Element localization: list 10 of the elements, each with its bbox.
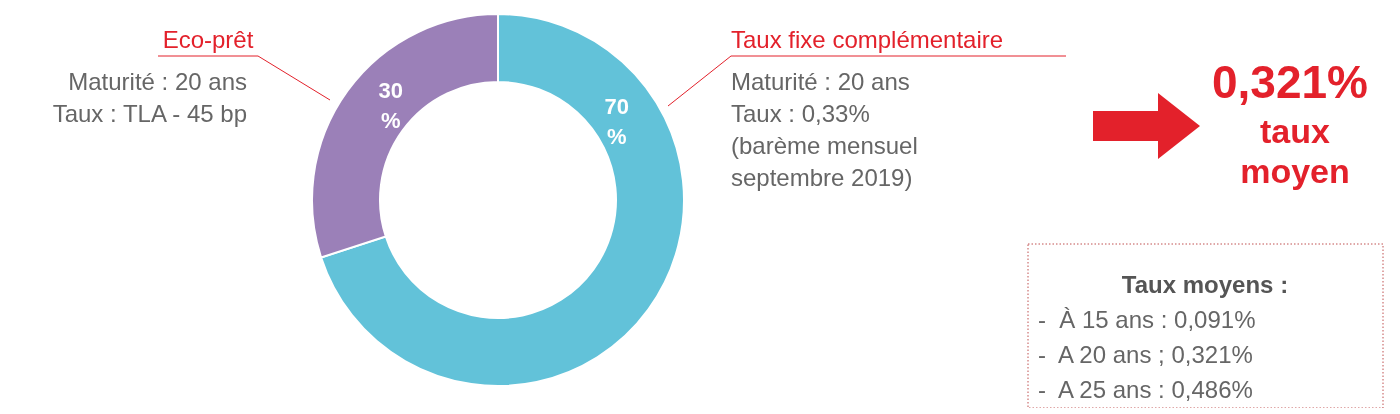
data-label: 70 % — [604, 93, 629, 149]
text: Maturité : 20 ans Taux : TLA - 45 bp — [52, 68, 247, 127]
text: - À 15 ans : 0,091% - A 20 ans ; 0,321% - A 25 ans : 0,486% — [1038, 306, 1256, 403]
slice-label: Eco-prêt — [162, 26, 254, 53]
data-label: 30 % — [378, 78, 403, 134]
text: Taux moyens : — [1121, 271, 1289, 298]
slice-label: Taux fixe complémentaire — [731, 26, 1004, 53]
text: 0,321% — [1211, 56, 1369, 108]
text: Maturité : 20 ans Taux : 0,33% (barème mensuel septembre 2019) — [731, 68, 918, 191]
text: taux moyen — [1240, 112, 1350, 190]
